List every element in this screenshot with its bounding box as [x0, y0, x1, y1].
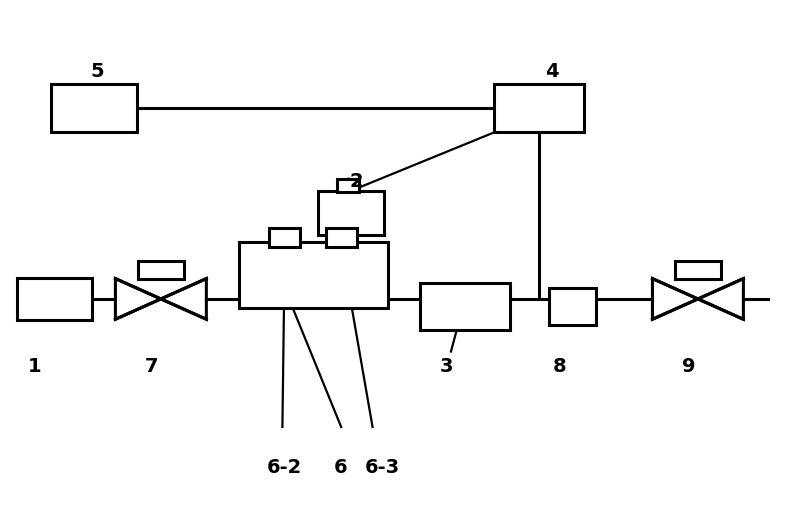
Text: 1: 1 [27, 356, 42, 376]
Text: 7: 7 [146, 356, 158, 376]
Text: 6: 6 [334, 458, 347, 477]
Bar [18, 279, 92, 320]
Bar [51, 84, 138, 133]
Text: 8: 8 [553, 356, 566, 376]
Bar [420, 283, 510, 329]
Bar [326, 228, 357, 247]
Bar [138, 261, 184, 279]
Text: 9: 9 [682, 356, 696, 376]
Bar [269, 228, 301, 247]
Text: 6-2: 6-2 [266, 458, 302, 477]
Text: 4: 4 [545, 62, 558, 81]
Bar [338, 179, 359, 192]
Text: 2: 2 [349, 171, 362, 191]
Bar [318, 191, 384, 235]
Bar [549, 288, 596, 325]
Text: 6-3: 6-3 [365, 458, 400, 477]
Text: 3: 3 [439, 356, 453, 376]
Text: 5: 5 [90, 62, 104, 81]
Bar [675, 261, 721, 279]
Bar [239, 242, 388, 308]
Bar [494, 84, 584, 133]
